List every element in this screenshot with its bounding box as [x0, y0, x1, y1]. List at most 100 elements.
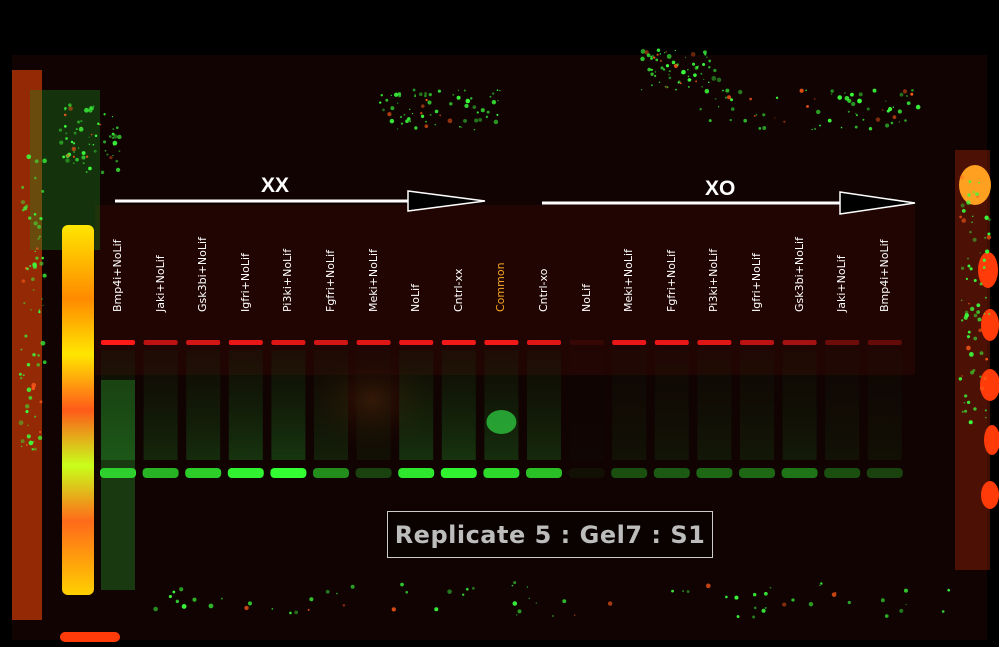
speckle	[20, 376, 23, 380]
speckle	[947, 588, 951, 592]
speckle	[969, 306, 975, 312]
speckle	[979, 351, 984, 356]
speckle	[192, 597, 197, 602]
lane-smear	[527, 350, 561, 460]
speckle	[890, 121, 894, 125]
lane-red-band	[825, 340, 860, 345]
speckle	[437, 89, 441, 93]
speckle	[32, 441, 35, 443]
speckle	[967, 257, 969, 260]
speckle	[662, 68, 666, 71]
speckle	[978, 181, 980, 184]
speckle	[552, 615, 554, 617]
speckle	[682, 590, 685, 593]
ladder	[62, 225, 94, 595]
speckle	[815, 109, 821, 115]
lane-label: Cntrl-xx	[451, 268, 465, 312]
speckle	[984, 409, 987, 412]
speckle	[734, 595, 739, 600]
speckle	[403, 113, 406, 116]
speckle	[25, 444, 28, 446]
lane-green-band	[866, 468, 903, 478]
speckle	[463, 118, 467, 123]
speckle	[862, 118, 865, 121]
speckle	[307, 608, 310, 611]
xo-arrow	[542, 191, 916, 215]
right-edge-spots	[959, 165, 999, 509]
speckle	[179, 587, 184, 592]
speckle	[774, 117, 776, 119]
speckle	[59, 140, 64, 145]
speckle	[31, 386, 36, 391]
speckle	[75, 128, 78, 131]
speckle	[716, 77, 722, 83]
lane-red-band	[867, 340, 902, 345]
speckle	[984, 296, 987, 299]
speckle	[464, 103, 469, 109]
speckle	[958, 377, 963, 381]
speckle	[34, 415, 37, 418]
speckle	[708, 59, 711, 63]
speckle	[640, 89, 643, 91]
speckle	[396, 128, 399, 130]
speckle	[799, 88, 804, 93]
bottom-spot	[60, 632, 120, 642]
speckle	[964, 394, 968, 398]
lane-smear	[399, 350, 434, 460]
speckle	[987, 218, 991, 222]
xx-arrow	[115, 190, 486, 212]
speckle	[512, 601, 518, 606]
speckle	[650, 55, 652, 58]
speckle	[65, 158, 70, 163]
speckle	[692, 62, 696, 66]
speckle	[109, 155, 113, 160]
speckle	[85, 155, 89, 158]
speckle	[32, 288, 35, 291]
speckle	[471, 586, 475, 590]
speckle	[434, 123, 437, 126]
speckle	[37, 237, 40, 240]
speckle	[905, 94, 909, 98]
speckle	[65, 137, 68, 140]
lane-green-band	[696, 468, 733, 478]
lane-smear	[441, 350, 476, 460]
speckle	[382, 108, 385, 112]
speckle	[915, 104, 921, 110]
speckle	[717, 106, 720, 108]
speckle	[62, 155, 66, 159]
speckle	[831, 592, 837, 597]
speckle	[984, 236, 987, 239]
speckle	[391, 607, 396, 612]
speckle	[738, 89, 743, 95]
speckle	[439, 114, 442, 117]
speckle	[20, 200, 26, 205]
speckle	[103, 140, 107, 144]
speckle	[113, 134, 118, 139]
lane-green-band	[653, 468, 690, 478]
speckle	[727, 95, 732, 100]
speckle	[755, 113, 758, 116]
speckle	[687, 75, 690, 78]
speckle	[868, 127, 873, 131]
lane-red-band	[399, 340, 434, 345]
speckle	[686, 590, 690, 593]
lane-green-band	[781, 468, 818, 478]
speckle	[294, 610, 299, 615]
speckle	[659, 53, 662, 55]
speckle	[811, 128, 813, 131]
speckle	[118, 150, 121, 152]
speckle	[63, 113, 67, 117]
lane-green-band	[313, 468, 349, 478]
speckle	[979, 252, 981, 254]
left-edge-green	[30, 90, 100, 250]
caption-text: Replicate 5 : Gel7 : S1	[394, 520, 706, 549]
speckle	[94, 134, 98, 138]
lane-label: Pi3ki+NoLif	[281, 248, 295, 312]
speckle	[41, 298, 43, 300]
speckle	[29, 265, 32, 267]
lane-red-band	[569, 340, 604, 345]
speckle	[70, 140, 74, 144]
speckle	[289, 611, 292, 615]
lane-green-band	[270, 468, 307, 478]
speckle	[23, 206, 28, 211]
